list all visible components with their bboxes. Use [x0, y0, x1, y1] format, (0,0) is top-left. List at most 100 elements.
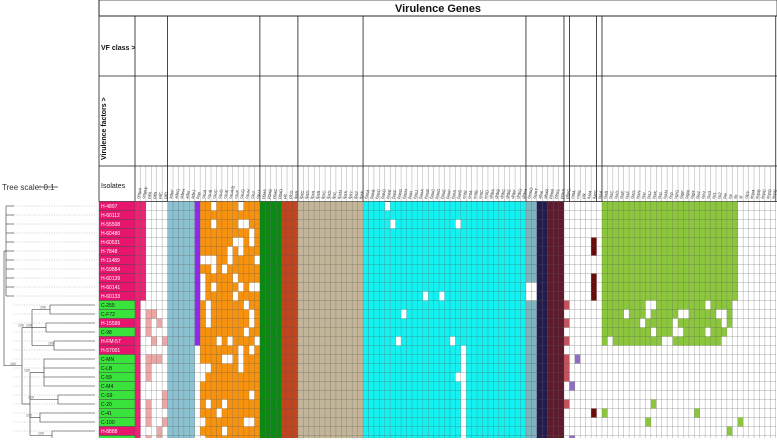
presence-cell	[525, 210, 532, 220]
presence-cell	[363, 264, 369, 274]
presence-cell	[531, 354, 537, 364]
presence-cell	[330, 363, 336, 373]
presence-cell	[384, 273, 391, 283]
presence-cell	[211, 291, 217, 301]
presence-cell	[227, 408, 233, 418]
presence-cell	[303, 201, 309, 211]
presence-cell	[721, 300, 727, 310]
presence-cell	[553, 219, 559, 229]
presence-cell	[710, 264, 717, 274]
presence-cell	[287, 363, 293, 373]
presence-cell	[672, 300, 679, 310]
gene-label: barB	[456, 189, 463, 199]
presence-cell	[357, 336, 364, 346]
presence-cell	[667, 273, 673, 283]
presence-cell	[368, 372, 374, 382]
gene-label: pgaB	[266, 188, 273, 199]
vf-class-row-label: VF class >	[101, 45, 135, 52]
presence-cell	[135, 381, 141, 391]
presence-cell	[558, 201, 565, 211]
presence-cell	[411, 291, 418, 301]
presence-cell	[200, 237, 206, 247]
presence-cell	[406, 309, 412, 319]
presence-cell	[547, 309, 554, 319]
presence-cell	[287, 264, 293, 274]
presence-cell	[650, 246, 657, 256]
presence-cell	[433, 327, 440, 337]
presence-cell	[281, 228, 288, 238]
presence-cell	[135, 264, 141, 274]
presence-cell	[314, 372, 320, 382]
presence-cell	[325, 426, 331, 436]
presence-cell	[330, 327, 336, 337]
presence-cell	[558, 210, 565, 220]
presence-cell	[726, 282, 733, 292]
presence-cell	[221, 363, 228, 373]
presence-cell	[259, 345, 266, 355]
presence-cell	[330, 399, 336, 409]
presence-cell	[536, 264, 543, 274]
presence-cell	[357, 237, 364, 247]
presence-cell	[661, 255, 668, 265]
gene-label: lpsB	[293, 190, 300, 199]
presence-cell	[645, 273, 651, 283]
presence-cell	[716, 201, 722, 211]
presence-cell	[645, 417, 651, 427]
presence-cell	[183, 246, 190, 256]
presence-cell	[612, 291, 619, 301]
presence-cell	[515, 273, 521, 283]
presence-cell	[433, 300, 440, 310]
presence-cell	[699, 291, 706, 301]
presence-cell	[520, 408, 527, 418]
gene-label: tagX	[689, 189, 696, 199]
presence-cell	[357, 327, 364, 337]
presence-cell	[390, 345, 396, 355]
presence-cell	[721, 282, 727, 292]
presence-cell	[368, 327, 374, 337]
presence-cell	[721, 219, 727, 229]
presence-cell	[487, 318, 494, 328]
presence-cell	[270, 354, 277, 364]
presence-cell	[710, 237, 717, 247]
presence-cell	[341, 318, 347, 328]
presence-cell	[254, 291, 260, 301]
presence-cell	[390, 282, 396, 292]
presence-cell	[482, 336, 488, 346]
presence-cell	[460, 228, 467, 238]
presence-cell	[211, 426, 217, 436]
presence-cell	[167, 372, 174, 382]
presence-cell	[455, 408, 461, 418]
gene-label: ompW	[141, 186, 149, 199]
gene-label: tssG	[629, 190, 636, 200]
presence-cell	[200, 309, 206, 319]
presence-cell	[216, 291, 222, 301]
presence-cell	[493, 273, 499, 283]
gene-label: tssF	[624, 190, 631, 199]
presence-cell	[205, 417, 212, 427]
gene-label: csuA/B	[228, 185, 236, 199]
presence-cell	[509, 390, 516, 400]
isolate-label: H-60133	[101, 294, 120, 300]
presence-cell	[140, 201, 146, 211]
presence-cell	[601, 264, 608, 274]
presence-cell	[411, 318, 418, 328]
presence-cell	[265, 219, 271, 229]
presence-cell	[314, 282, 320, 292]
presence-cell	[515, 426, 521, 436]
presence-cell	[525, 228, 532, 238]
presence-cell	[254, 237, 260, 247]
presence-cell	[178, 390, 184, 400]
presence-cell	[520, 264, 527, 274]
presence-cell	[259, 363, 266, 373]
presence-cell	[221, 273, 228, 283]
presence-cell	[618, 300, 624, 310]
gene-label: dhbH	[521, 188, 528, 199]
presence-cell	[612, 228, 619, 238]
presence-cell	[417, 381, 423, 391]
presence-cell	[618, 228, 624, 238]
presence-cell	[395, 372, 402, 382]
presence-cell	[433, 372, 440, 382]
presence-cell	[232, 246, 239, 256]
presence-cell	[173, 282, 179, 292]
presence-cell	[243, 318, 250, 328]
